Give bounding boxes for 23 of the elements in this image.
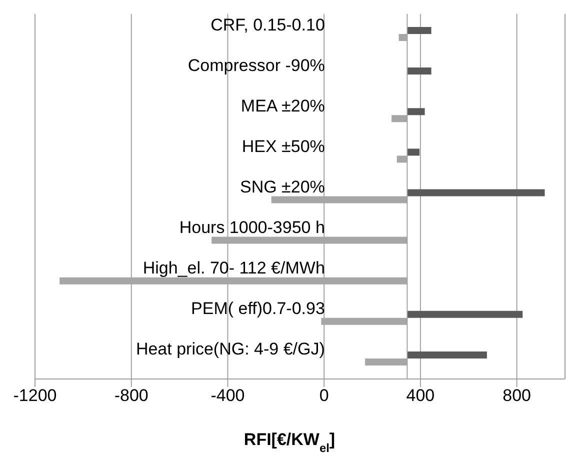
x-tick-label: 0 xyxy=(319,386,329,406)
bar xyxy=(407,310,523,318)
y-tick-label: Compressor -90% xyxy=(188,56,325,75)
bar xyxy=(407,108,425,116)
y-tick-label: SNG ±20% xyxy=(240,178,325,196)
x-axis-title: RFI[€/KW$_{el}$] xyxy=(244,430,336,455)
y-tick-label: MEA ±20% xyxy=(240,96,325,116)
y-tick-label: Hours 1000-3950 h xyxy=(179,218,325,238)
x-tick-label: -1200 xyxy=(13,386,57,406)
y-tick-label: Heat price(NG: 4-9 €/GJ) xyxy=(136,340,325,359)
bar xyxy=(407,27,432,34)
x-tick-label: -800 xyxy=(114,386,148,406)
y-tick-label: HEX ±50% xyxy=(242,136,325,156)
bar xyxy=(407,68,432,75)
x-tick-label: 800 xyxy=(502,386,532,406)
y-tick-label: CRF, 0.15-0.10 xyxy=(210,15,325,34)
y-tick-label: PEM( eff)0.7-0.93 xyxy=(191,299,325,318)
bar xyxy=(407,148,420,156)
x-tick-label: 400 xyxy=(406,386,435,406)
bar xyxy=(407,351,487,358)
y-tick-label: High_el. 70- 112 €/MWh xyxy=(142,258,325,278)
bar xyxy=(407,189,545,196)
x-tick-label: -400 xyxy=(210,386,245,406)
